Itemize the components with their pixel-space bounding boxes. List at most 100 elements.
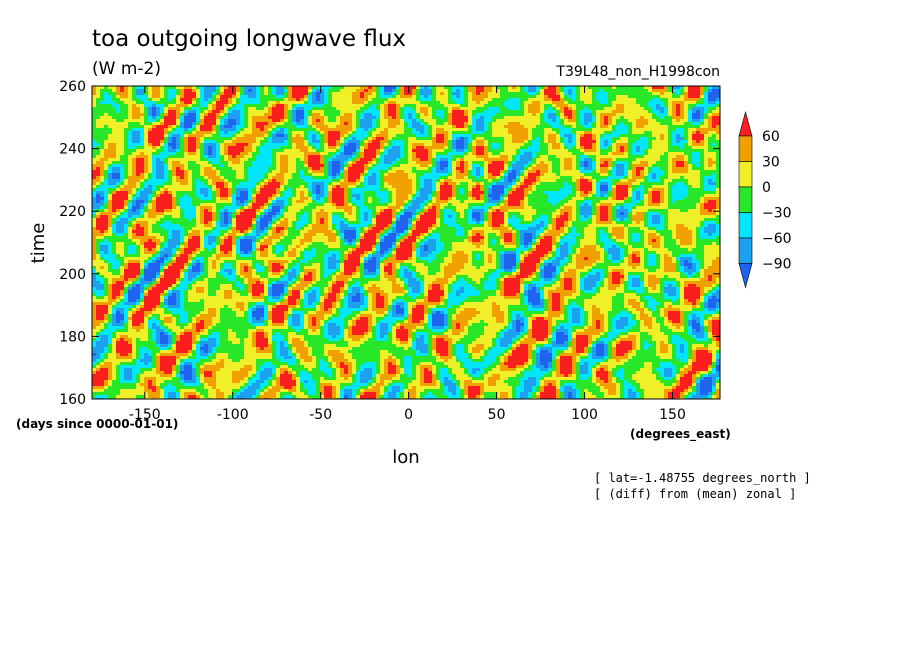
heatmap-cell <box>368 176 372 179</box>
heatmap-cell <box>312 95 316 98</box>
heatmap-cell <box>332 86 336 89</box>
heatmap-cell <box>352 104 356 107</box>
heatmap-cell <box>388 110 392 113</box>
heatmap-cell <box>332 125 336 128</box>
heatmap-cell <box>256 101 260 104</box>
heatmap-cell <box>128 173 132 176</box>
heatmap-cell <box>92 164 96 167</box>
heatmap-cell <box>692 116 696 119</box>
heatmap-cell <box>420 155 424 158</box>
heatmap-cell <box>140 146 144 149</box>
heatmap-cell <box>200 137 204 140</box>
heatmap-cell <box>132 95 136 98</box>
heatmap-cell <box>344 125 348 128</box>
heatmap-cell <box>556 176 560 179</box>
heatmap-cell <box>504 152 508 155</box>
heatmap-cell <box>684 134 688 137</box>
heatmap-cell <box>592 134 596 137</box>
heatmap-cell <box>556 125 560 128</box>
heatmap-cell <box>384 143 388 146</box>
heatmap-cell <box>440 170 444 173</box>
heatmap-cell <box>500 95 504 98</box>
heatmap-cell <box>120 152 124 155</box>
heatmap-cell <box>456 179 460 182</box>
heatmap-cell <box>572 119 576 122</box>
heatmap-cell <box>332 134 336 137</box>
heatmap-cell <box>548 95 552 98</box>
heatmap-cell <box>648 110 652 113</box>
heatmap-cell <box>344 116 348 119</box>
heatmap-cell <box>628 155 632 158</box>
heatmap-cell <box>476 122 480 125</box>
heatmap-cell <box>324 95 328 98</box>
heatmap-cell <box>592 89 596 92</box>
heatmap-cell <box>516 158 520 161</box>
heatmap-cell <box>484 131 488 134</box>
heatmap-cell <box>232 104 236 107</box>
heatmap-cell <box>576 98 580 101</box>
heatmap-cell <box>572 104 576 107</box>
heatmap-cell <box>140 86 144 89</box>
heatmap-cell <box>112 110 116 113</box>
heatmap-cell <box>328 92 332 95</box>
heatmap-cell <box>128 152 132 155</box>
heatmap-cell <box>200 164 204 167</box>
heatmap-cell <box>520 155 524 158</box>
heatmap-cell <box>248 95 252 98</box>
heatmap-cell <box>372 86 376 89</box>
heatmap-cell <box>308 98 312 101</box>
heatmap-cell <box>236 146 240 149</box>
heatmap-cell <box>520 107 524 110</box>
heatmap-cell <box>372 143 376 146</box>
heatmap-cell <box>252 149 256 152</box>
heatmap-cell <box>292 146 296 149</box>
heatmap-cell <box>380 152 384 155</box>
heatmap-cell <box>108 161 112 164</box>
heatmap-cell <box>280 137 284 140</box>
heatmap-cell <box>164 161 168 164</box>
heatmap-cell <box>260 170 264 173</box>
heatmap-cell <box>356 131 360 134</box>
heatmap-cell <box>300 98 304 101</box>
heatmap-cell <box>632 155 636 158</box>
heatmap-cell <box>212 134 216 137</box>
heatmap-cell <box>504 155 508 158</box>
heatmap-cell <box>612 173 616 176</box>
heatmap-cell <box>152 92 156 95</box>
heatmap-cell <box>556 134 560 137</box>
heatmap-cell <box>240 143 244 146</box>
heatmap-cell <box>660 137 664 140</box>
heatmap-cell <box>108 152 112 155</box>
heatmap-cell <box>376 149 380 152</box>
heatmap-cell <box>456 170 460 173</box>
heatmap-cell <box>112 173 116 176</box>
heatmap-cell <box>584 107 588 110</box>
heatmap-cell <box>492 137 496 140</box>
heatmap-cell <box>292 89 296 92</box>
heatmap-cell <box>704 167 708 170</box>
heatmap-cell <box>168 128 172 131</box>
heatmap-cell <box>368 179 372 182</box>
heatmap-cell <box>448 116 452 119</box>
heatmap-cell <box>436 125 440 128</box>
heatmap-cell <box>288 170 292 173</box>
heatmap-cell <box>488 170 492 173</box>
heatmap-cell <box>340 176 344 179</box>
heatmap-cell <box>536 134 540 137</box>
heatmap-cell <box>384 167 388 170</box>
heatmap-cell <box>476 140 480 143</box>
heatmap-cell <box>248 140 252 143</box>
heatmap-cell <box>532 173 536 176</box>
heatmap-cell <box>288 89 292 92</box>
heatmap-cell <box>296 146 300 149</box>
heatmap-cell <box>484 98 488 101</box>
heatmap-cell <box>384 170 388 173</box>
heatmap-cell <box>460 92 464 95</box>
heatmap-cell <box>376 176 380 179</box>
heatmap-cell <box>528 140 532 143</box>
heatmap-cell <box>344 149 348 152</box>
heatmap-cell <box>524 101 528 104</box>
heatmap-cell <box>516 155 520 158</box>
heatmap-cell <box>448 95 452 98</box>
heatmap-cell <box>488 89 492 92</box>
